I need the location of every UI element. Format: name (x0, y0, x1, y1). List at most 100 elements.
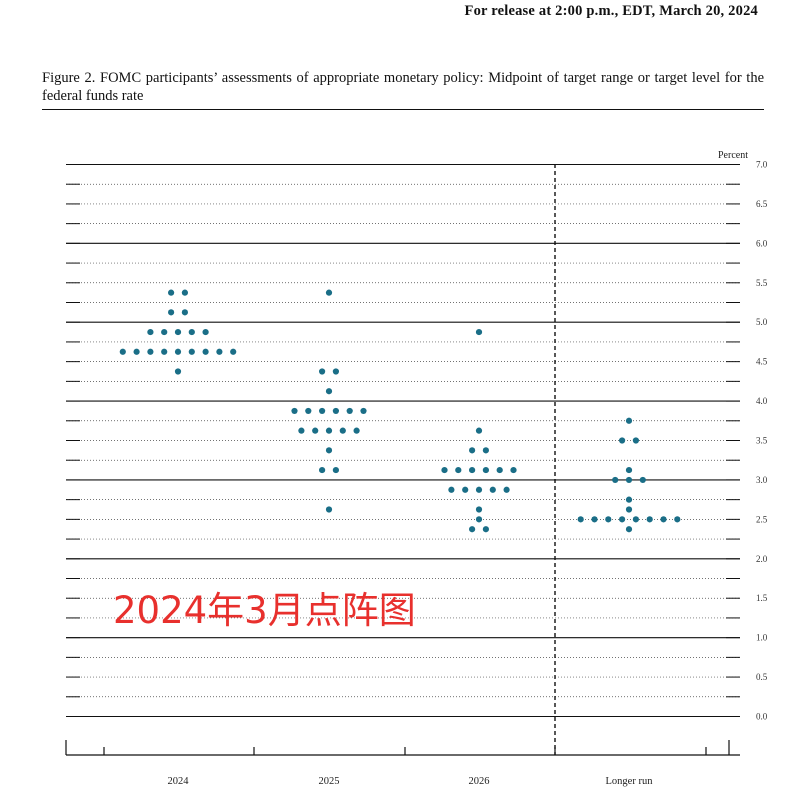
dot-longer-run (619, 437, 626, 444)
dot-2026 (482, 447, 489, 454)
dot-2024 (202, 348, 209, 355)
y-tick-label: 4.0 (756, 396, 768, 406)
dot-longer-run (625, 476, 633, 484)
x-axis: 2024 2025 2026 Longer run (65, 740, 740, 787)
dot-2026 (482, 466, 489, 474)
release-notice: For release at 2:00 p.m., EDT, March 20,… (464, 3, 758, 19)
dot-longer-run (591, 516, 598, 523)
dot-longer-run (625, 526, 633, 533)
y-tick-label: 1.0 (756, 633, 768, 643)
x-category-label: 2025 (319, 776, 340, 787)
dot-2026 (496, 466, 503, 474)
dot-2024 (202, 328, 209, 336)
dot-2024 (174, 368, 182, 375)
dot-longer-run (632, 437, 640, 444)
y-tick-label: 1.5 (756, 593, 768, 603)
dot-2025 (332, 368, 339, 375)
dots (119, 289, 681, 533)
dot-2024 (188, 348, 195, 355)
dot-2025 (360, 407, 367, 415)
x-category-label: 2026 (469, 776, 490, 787)
dot-2026 (475, 486, 483, 493)
dot-longer-run (625, 496, 633, 503)
dot-longer-run (605, 516, 612, 523)
dot-2024 (181, 309, 188, 316)
dot-2025 (353, 427, 360, 434)
dot-2024 (230, 348, 237, 355)
dot-2026 (503, 486, 510, 493)
dot-2026 (475, 328, 483, 336)
y-tick-label: 0.0 (756, 712, 768, 722)
dot-longer-run (674, 516, 681, 523)
dot-2026 (441, 466, 448, 474)
y-tick-label: 3.0 (756, 475, 768, 485)
dot-2025 (305, 407, 312, 415)
dot-2024 (147, 348, 154, 355)
dot-2025 (325, 447, 333, 454)
dot-2025 (312, 427, 319, 434)
dot-2024 (174, 328, 182, 336)
dot-2025 (319, 368, 326, 375)
x-category-label: Longer run (606, 776, 654, 787)
dot-longer-run (646, 516, 653, 523)
dot-2025 (291, 407, 298, 415)
dot-2026 (510, 466, 517, 474)
x-category-label: 2024 (168, 776, 190, 787)
dot-2025 (319, 466, 326, 474)
dot-2025 (339, 427, 346, 434)
dot-longer-run (625, 506, 633, 513)
dot-longer-run (612, 476, 619, 484)
y-tick-label: 0.5 (756, 672, 768, 682)
dot-2024 (174, 348, 182, 355)
dot-2026 (469, 526, 476, 533)
y-tick-label: 2.5 (756, 514, 768, 524)
y-axis-unit-label: Percent (718, 150, 748, 161)
dot-2025 (332, 407, 339, 415)
dot-2025 (346, 407, 353, 415)
dot-longer-run (625, 417, 633, 424)
y-tick-label: 7.0 (756, 160, 768, 170)
dot-2026 (448, 486, 455, 493)
dot-2025 (325, 427, 333, 434)
dot-2026 (475, 516, 483, 523)
dot-2024 (161, 348, 168, 355)
dot-2024 (216, 348, 223, 355)
dot-longer-run (577, 516, 584, 523)
dot-2026 (455, 466, 462, 474)
dot-2026 (489, 486, 496, 493)
dot-2025 (332, 466, 339, 474)
dot-2025 (325, 506, 333, 513)
y-axis: 0.0 0.5 1.0 1.5 2.0 2.5 3.0 3.5 4.0 4.5 5.0 5.5 6.0 6… (756, 160, 768, 722)
y-tick-label: 5.0 (756, 317, 768, 327)
dot-2025 (319, 407, 326, 415)
dot-longer-run (625, 466, 633, 474)
dot-2025 (325, 388, 333, 395)
dot-longer-run (639, 476, 646, 484)
dot-2025 (298, 427, 305, 434)
y-tick-label: 5.5 (756, 278, 768, 288)
watermark-text: 2024年3月点阵图 (113, 589, 416, 632)
dot-2024 (161, 328, 168, 336)
dot-2024 (119, 348, 126, 355)
dot-longer-run (619, 516, 626, 523)
dot-2024 (181, 289, 188, 296)
figure-caption: Figure 2. FOMC participants’ assessments… (42, 70, 764, 104)
y-tick-label: 6.5 (756, 199, 768, 209)
grid-lines (66, 163, 740, 718)
dot-2026 (482, 526, 489, 533)
dot-2024 (188, 328, 195, 336)
dot-2024 (168, 289, 175, 296)
dot-longer-run (632, 516, 640, 523)
dot-2024 (168, 309, 175, 316)
dot-2026 (469, 466, 476, 474)
dot-2026 (462, 486, 469, 493)
dot-2024 (147, 328, 154, 336)
dot-2026 (475, 506, 483, 513)
dot-2026 (475, 427, 483, 434)
y-tick-label: 3.5 (756, 436, 768, 446)
dot-longer-run (660, 516, 667, 523)
y-tick-label: 2.0 (756, 554, 768, 564)
y-tick-label: 6.0 (756, 238, 768, 248)
caption-rule (42, 109, 764, 110)
